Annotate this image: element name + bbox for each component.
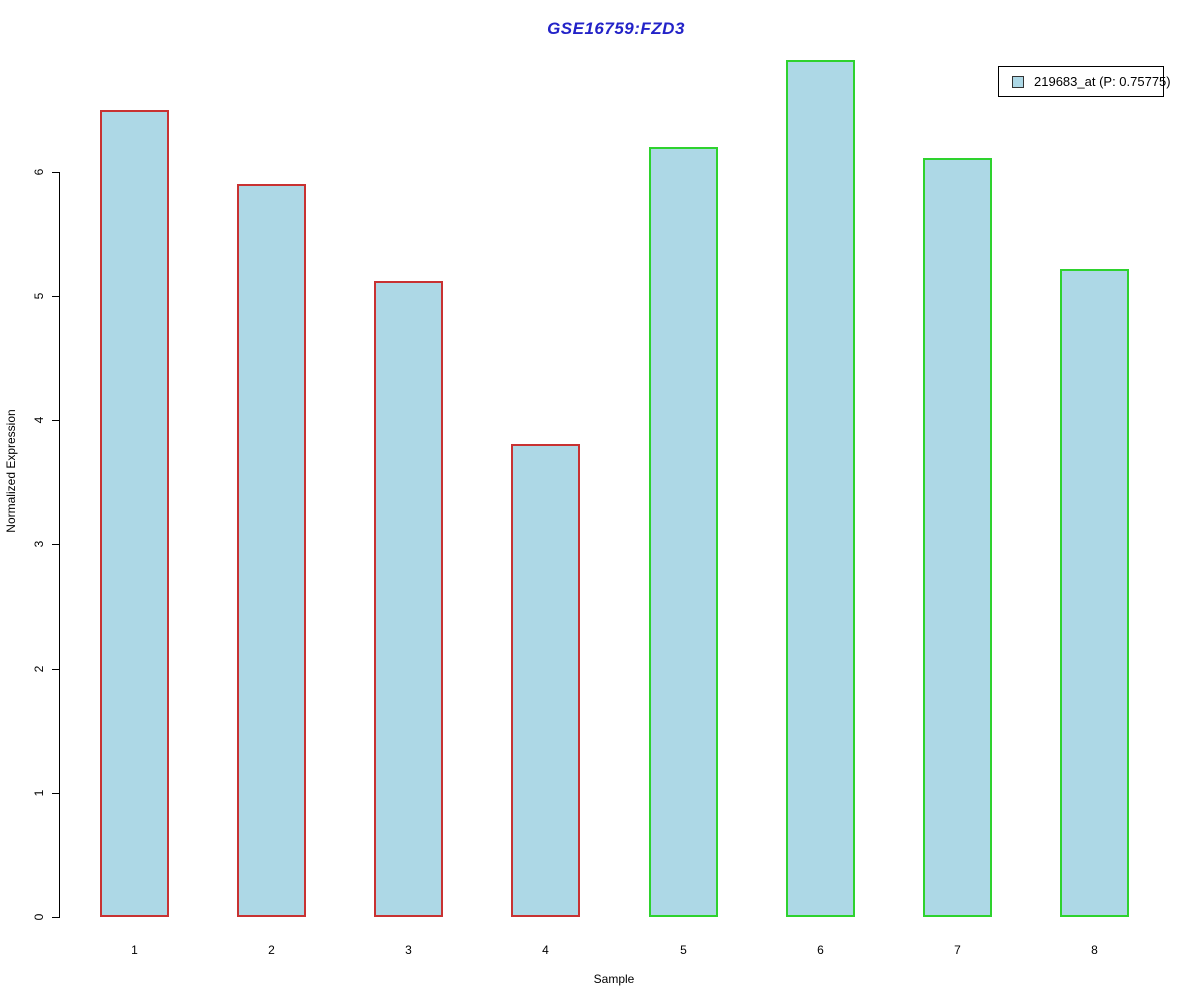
legend-swatch-icon xyxy=(1012,75,1024,88)
y-tick-label: 4 xyxy=(32,416,46,424)
y-tick-label: 2 xyxy=(32,665,46,672)
bar-sample-7 xyxy=(923,158,992,917)
y-tick-mark xyxy=(52,792,59,794)
y-tick-mark xyxy=(52,296,59,298)
y-tick-mark xyxy=(52,917,59,918)
y-tick-label: 3 xyxy=(32,541,46,548)
y-tick-label: 5 xyxy=(32,292,46,300)
legend-label: 219683_at (P: 0.75775) xyxy=(1034,74,1171,89)
x-tick-label: 1 xyxy=(131,943,138,957)
bar-sample-6 xyxy=(786,60,855,917)
y-tick-label: 6 xyxy=(32,168,46,176)
x-tick-label: 8 xyxy=(1091,943,1098,957)
y-tick-label: 0 xyxy=(32,913,46,921)
y-axis-label: Normalized Expression xyxy=(4,409,18,533)
x-tick-label: 6 xyxy=(817,943,824,957)
bar-sample-1 xyxy=(100,110,169,917)
x-tick-label: 7 xyxy=(954,943,961,957)
bar-sample-4 xyxy=(511,444,580,917)
bar-sample-3 xyxy=(374,281,443,917)
x-tick-label: 5 xyxy=(680,943,687,957)
y-tick-mark xyxy=(52,668,59,670)
bar-sample-8 xyxy=(1060,269,1129,917)
y-tick-mark xyxy=(52,420,59,422)
bar-sample-2 xyxy=(237,184,306,917)
x-tick-label: 2 xyxy=(268,943,275,957)
x-axis-label: Sample xyxy=(593,972,635,986)
x-tick-label: 3 xyxy=(405,943,412,957)
chart-title: GSE16759:FZD3 xyxy=(547,19,685,38)
y-tick-mark xyxy=(52,544,59,546)
legend: 219683_at (P: 0.75775) xyxy=(998,66,1171,97)
y-tick-mark xyxy=(52,171,59,173)
y-axis-line xyxy=(59,171,60,918)
y-tick-label: 1 xyxy=(32,789,46,797)
bar-sample-5 xyxy=(649,147,718,917)
x-tick-label: 4 xyxy=(542,943,549,957)
